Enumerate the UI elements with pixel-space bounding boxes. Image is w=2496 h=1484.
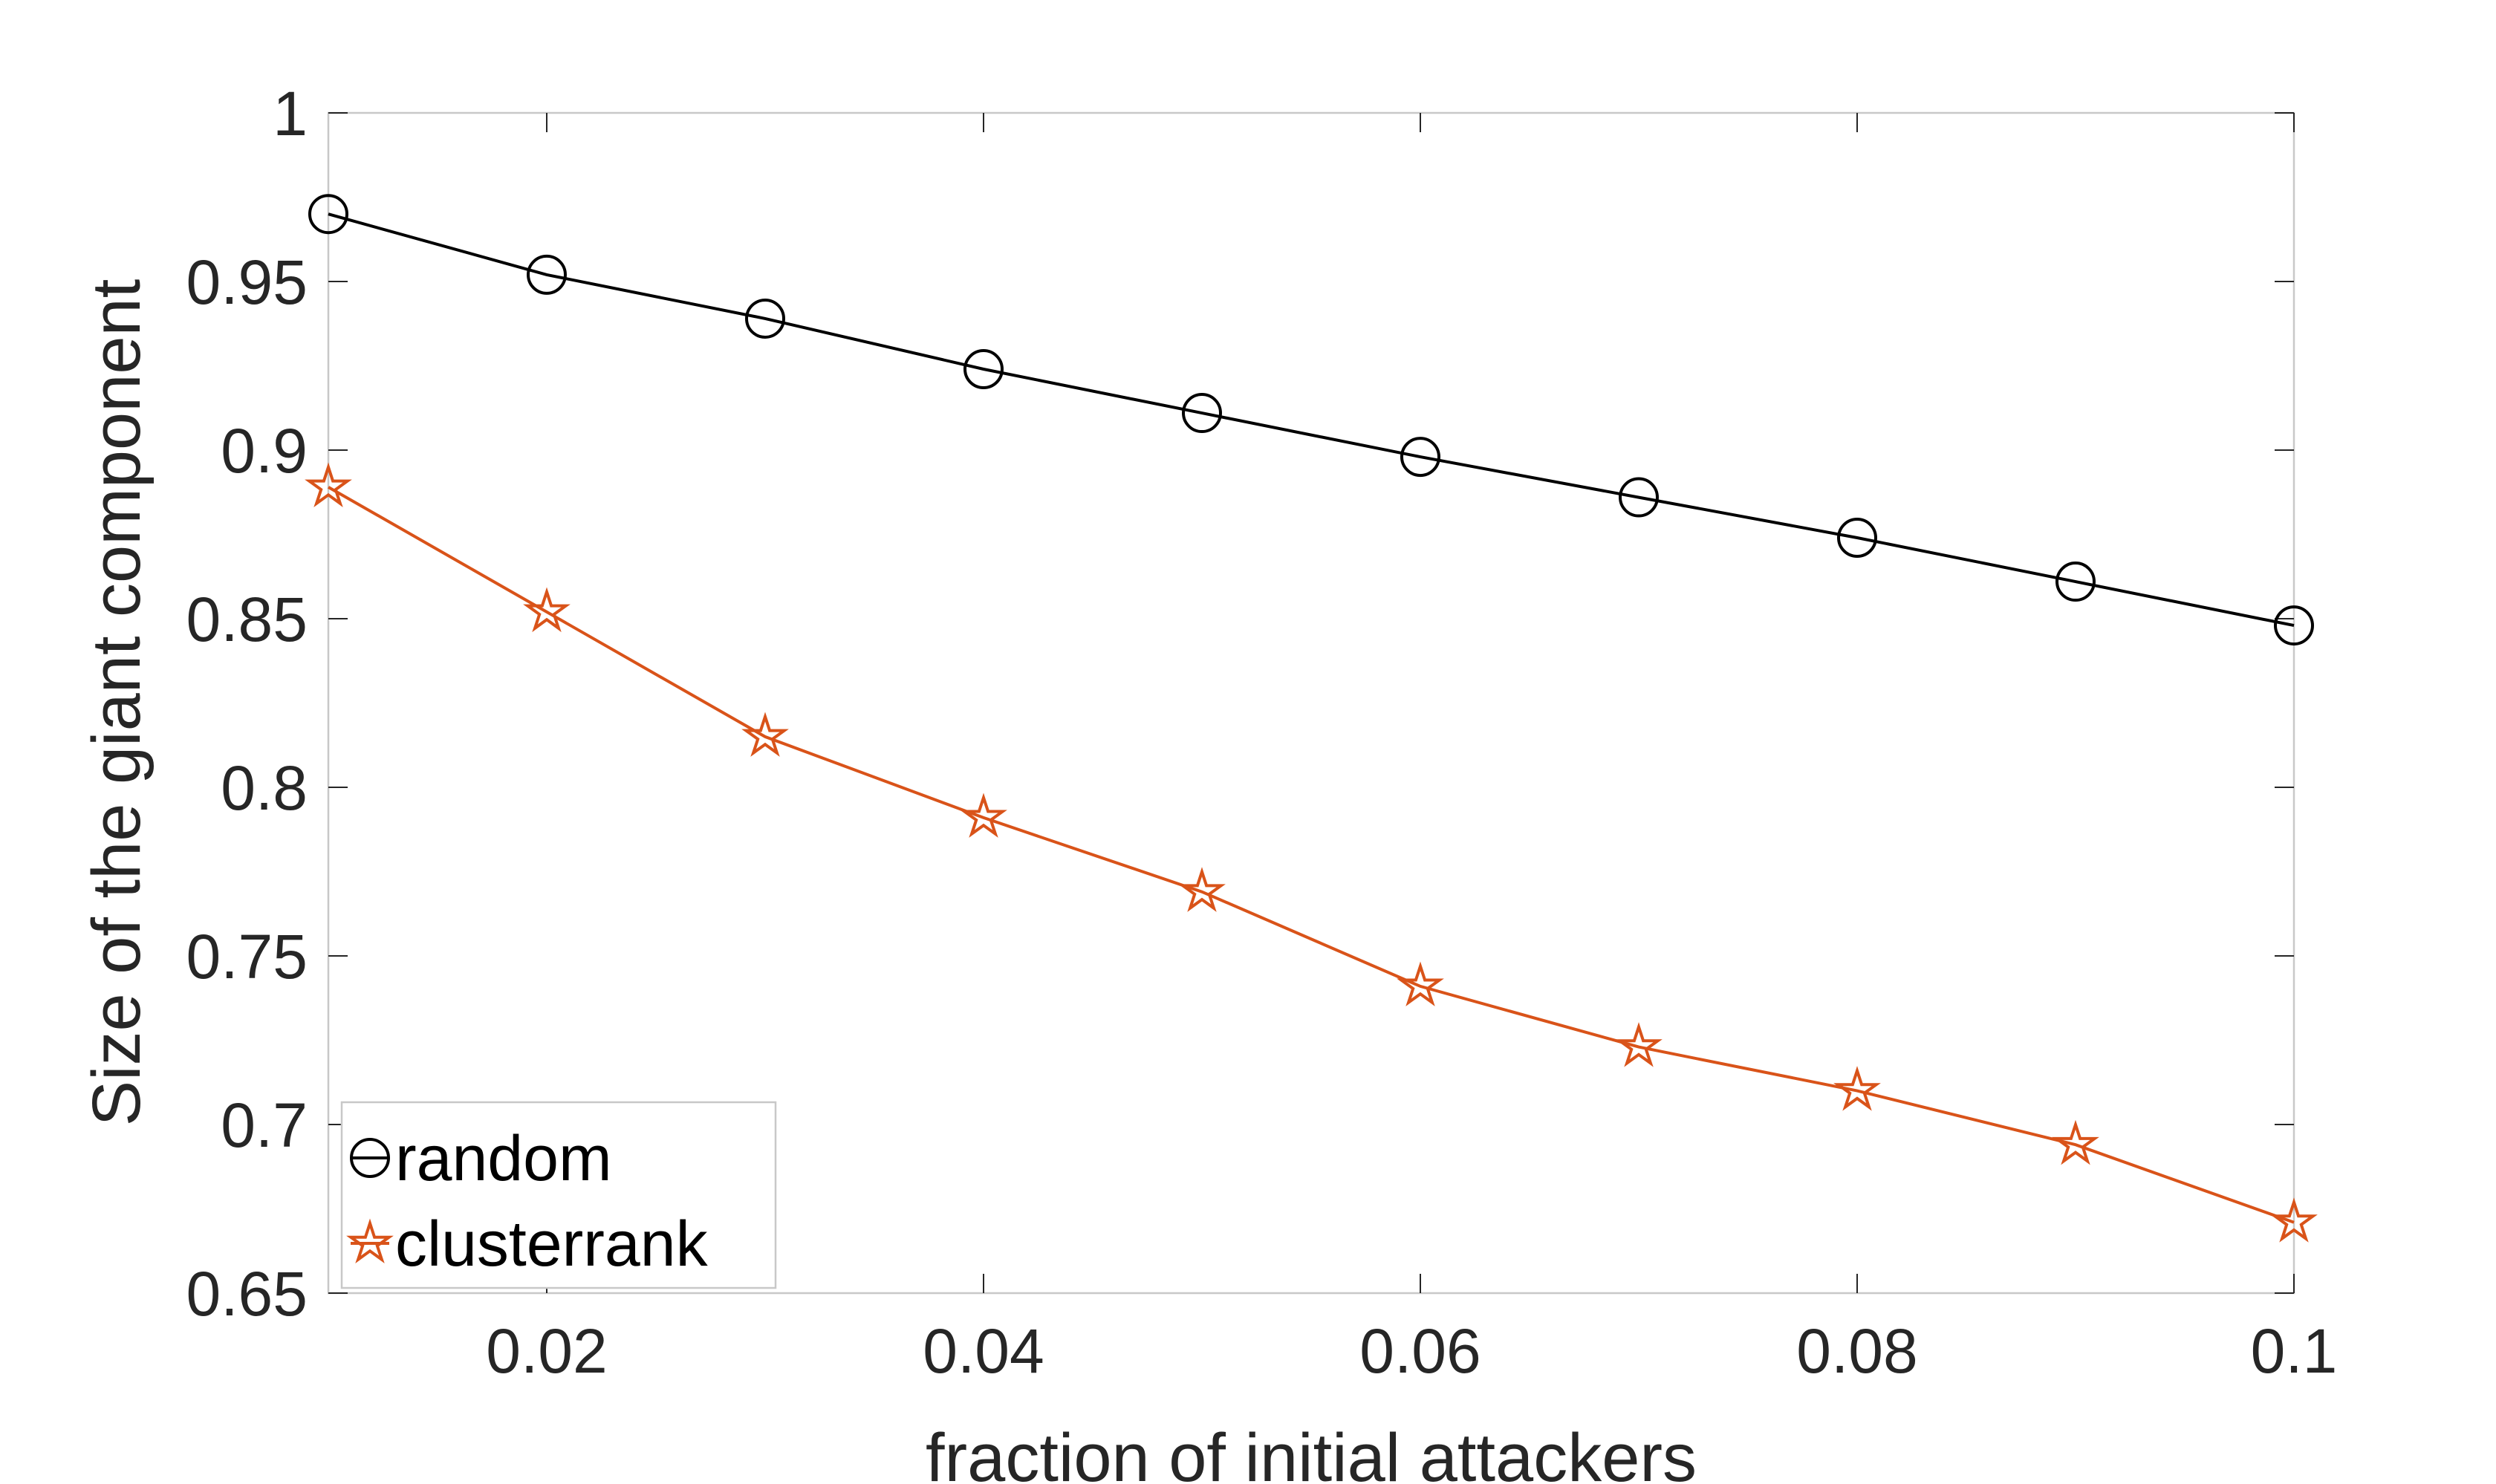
- y-tick-label: 0.75: [186, 922, 308, 992]
- data-point-clusterrank: [1833, 1066, 1881, 1111]
- series-line-clusterrank: [328, 486, 2295, 1224]
- data-point-random: [1837, 518, 1877, 559]
- data-point-random: [1182, 393, 1222, 434]
- series-random: [308, 194, 2314, 646]
- x-tick-label: 0.08: [1796, 1316, 1918, 1386]
- legend: random clusterrank: [340, 1101, 777, 1289]
- series-line-random: [328, 212, 2295, 628]
- data-point-clusterrank: [1615, 1022, 1663, 1067]
- x-tick-label: 0.04: [923, 1316, 1044, 1386]
- y-tick-label: 0.95: [186, 247, 308, 317]
- legend-label-clusterrank: clusterrank: [395, 1208, 709, 1280]
- legend-box: [340, 1101, 777, 1289]
- y-tick-label: 0.7: [221, 1090, 308, 1160]
- data-point-clusterrank: [1178, 867, 1226, 912]
- plot-area: [327, 111, 2295, 1295]
- y-tick-label: 0.85: [186, 585, 308, 654]
- data-point-random: [2274, 605, 2314, 646]
- data-point-clusterrank: [2052, 1119, 2099, 1165]
- x-axis-label: fraction of initial attackers: [926, 1420, 1697, 1484]
- data-point-clusterrank: [2270, 1197, 2318, 1243]
- data-point-clusterrank: [1397, 961, 1444, 1006]
- legend-marker-clusterrank: [346, 1218, 394, 1264]
- series-clusterrank: [305, 462, 2318, 1243]
- data-point-random: [527, 254, 567, 295]
- y-axis-label: Size of the giant component: [79, 279, 155, 1127]
- data-point-clusterrank: [960, 793, 1007, 838]
- x-axis-ticks: 0.02 0.04 0.06 0.08 0.1: [486, 113, 2337, 1386]
- y-tick-label: 0.8: [221, 753, 308, 823]
- y-tick-label: 0.9: [221, 416, 308, 486]
- legend-label-random: random: [395, 1123, 612, 1194]
- data-point-clusterrank: [523, 587, 571, 633]
- data-point-random: [1400, 437, 1440, 478]
- y-axis-ticks: 0.65 0.7 0.75 0.8 0.85 0.9 0.95 1: [186, 79, 2294, 1329]
- x-tick-label: 0.1: [2251, 1316, 2338, 1386]
- x-tick-label: 0.06: [1359, 1316, 1481, 1386]
- data-point-random: [2055, 562, 2096, 602]
- data-point-random: [1619, 477, 1659, 518]
- data-point-random: [308, 194, 348, 235]
- data-point-random: [745, 298, 785, 339]
- y-tick-label: 0.65: [186, 1259, 308, 1329]
- y-tick-label: 1: [273, 79, 308, 149]
- data-point-clusterrank: [305, 462, 352, 508]
- data-point-clusterrank: [741, 712, 789, 757]
- x-tick-label: 0.02: [486, 1316, 608, 1386]
- data-point-random: [963, 349, 1004, 390]
- series-layer: [305, 194, 2318, 1243]
